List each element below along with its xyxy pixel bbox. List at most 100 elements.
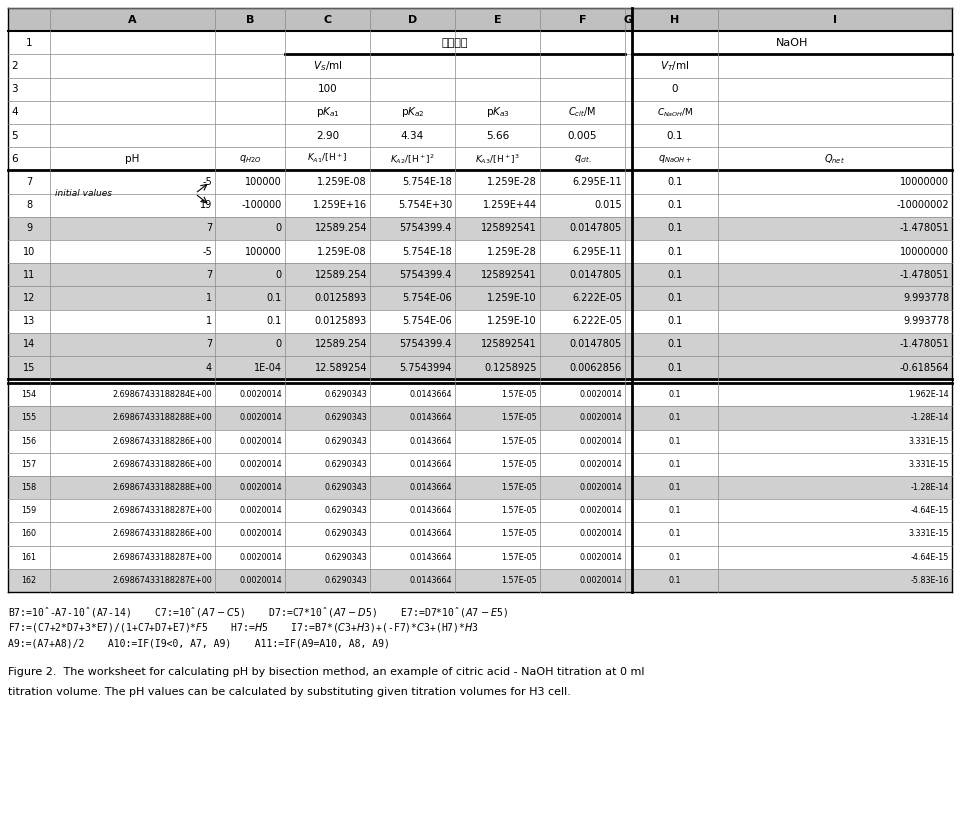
- Text: A9:=(A7+A8)/2    A10:=IF(I9<0, A7, A9)    A11:=IF(A9=A10, A8, A9): A9:=(A7+A8)/2 A10:=IF(I9<0, A7, A9) A11:…: [8, 639, 390, 649]
- Text: 19: 19: [200, 200, 212, 210]
- Bar: [8, 522, 952, 545]
- Text: 158: 158: [21, 483, 36, 492]
- Bar: [8, 545, 952, 569]
- Text: 125892541: 125892541: [481, 223, 537, 233]
- Text: 0.1: 0.1: [667, 293, 683, 303]
- Text: E: E: [493, 15, 501, 25]
- Text: $q_{cit.}$: $q_{cit.}$: [573, 153, 591, 165]
- Text: 1.259E+16: 1.259E+16: [313, 200, 367, 210]
- Bar: [8, 240, 952, 263]
- Text: 0.0020014: 0.0020014: [580, 413, 622, 422]
- Text: 2.69867433188287E+00: 2.69867433188287E+00: [112, 506, 212, 515]
- Text: 0.0020014: 0.0020014: [239, 553, 282, 562]
- Text: 15: 15: [23, 363, 36, 373]
- Text: 0.6290343: 0.6290343: [324, 506, 367, 515]
- Text: A: A: [129, 15, 137, 25]
- Text: 0.1: 0.1: [669, 483, 682, 492]
- Text: 1.57E-05: 1.57E-05: [501, 390, 537, 399]
- Text: 0.1: 0.1: [669, 437, 682, 446]
- Text: 1.57E-05: 1.57E-05: [501, 460, 537, 469]
- Text: 0.6290343: 0.6290343: [324, 390, 367, 399]
- Text: 162: 162: [21, 576, 36, 585]
- Text: 155: 155: [21, 413, 36, 422]
- Text: 1.57E-05: 1.57E-05: [501, 530, 537, 539]
- Text: 0.1: 0.1: [669, 576, 682, 585]
- Bar: [8, 124, 952, 147]
- Text: 100000: 100000: [245, 177, 282, 187]
- Text: 0.1: 0.1: [669, 390, 682, 399]
- Text: 0.0143664: 0.0143664: [410, 390, 452, 399]
- Text: 1.57E-05: 1.57E-05: [501, 483, 537, 492]
- Text: 0.0020014: 0.0020014: [239, 460, 282, 469]
- Text: クエン酸: クエン酸: [442, 38, 468, 48]
- Text: 0.1: 0.1: [669, 413, 682, 422]
- Text: F: F: [579, 15, 587, 25]
- Text: 0.0143664: 0.0143664: [410, 530, 452, 539]
- Text: 0.0020014: 0.0020014: [580, 437, 622, 446]
- Text: 0.0143664: 0.0143664: [410, 460, 452, 469]
- Text: 2.69867433188286E+00: 2.69867433188286E+00: [112, 460, 212, 469]
- Text: 10000000: 10000000: [900, 177, 949, 187]
- Text: 0: 0: [276, 223, 282, 233]
- Text: 0.1258925: 0.1258925: [485, 363, 537, 373]
- Text: 2.69867433188287E+00: 2.69867433188287E+00: [112, 553, 212, 562]
- Text: 0.0020014: 0.0020014: [580, 483, 622, 492]
- Bar: [8, 453, 952, 476]
- Text: 0.0020014: 0.0020014: [580, 553, 622, 562]
- Text: 0.0020014: 0.0020014: [239, 576, 282, 585]
- Text: 1.57E-05: 1.57E-05: [501, 553, 537, 562]
- Bar: [8, 379, 952, 383]
- Bar: [8, 499, 952, 522]
- Text: 1.57E-05: 1.57E-05: [501, 576, 537, 585]
- Text: -1.478051: -1.478051: [900, 339, 949, 349]
- Text: 7: 7: [26, 177, 32, 187]
- Text: -0.618564: -0.618564: [900, 363, 949, 373]
- Text: p$K_{a2}$: p$K_{a2}$: [400, 105, 424, 120]
- Text: 2.69867433188286E+00: 2.69867433188286E+00: [112, 530, 212, 539]
- Bar: [8, 147, 952, 170]
- Text: 12589.254: 12589.254: [315, 339, 367, 349]
- Text: 154: 154: [21, 390, 36, 399]
- Text: 1.259E-10: 1.259E-10: [488, 316, 537, 326]
- Text: 12.589254: 12.589254: [315, 363, 367, 373]
- Text: 5.754E-18: 5.754E-18: [402, 247, 452, 256]
- Text: 11: 11: [23, 270, 36, 280]
- Text: 2: 2: [11, 61, 17, 71]
- Bar: [8, 100, 952, 124]
- Text: 0.0020014: 0.0020014: [239, 437, 282, 446]
- Text: 5.754E-06: 5.754E-06: [402, 316, 452, 326]
- Text: 0.1: 0.1: [667, 339, 683, 349]
- Text: 100000: 100000: [245, 247, 282, 256]
- Text: 5754399.4: 5754399.4: [399, 270, 452, 280]
- Text: 12: 12: [23, 293, 36, 303]
- Text: -1.28E-14: -1.28E-14: [911, 483, 949, 492]
- Text: 0.0143664: 0.0143664: [410, 506, 452, 515]
- Text: 1.259E-08: 1.259E-08: [318, 247, 367, 256]
- Text: H: H: [670, 15, 680, 25]
- Text: 0.0020014: 0.0020014: [580, 390, 622, 399]
- Text: -5.83E-16: -5.83E-16: [911, 576, 949, 585]
- Text: 5754399.4: 5754399.4: [399, 339, 452, 349]
- Text: 0.0143664: 0.0143664: [410, 483, 452, 492]
- Text: 10: 10: [23, 247, 36, 256]
- Text: 1: 1: [205, 293, 212, 303]
- Text: 0.1: 0.1: [267, 316, 282, 326]
- Text: -5: -5: [203, 247, 212, 256]
- Text: 1.259E-10: 1.259E-10: [488, 293, 537, 303]
- Text: -1.478051: -1.478051: [900, 223, 949, 233]
- Text: -1.28E-14: -1.28E-14: [911, 413, 949, 422]
- Text: 0.0020014: 0.0020014: [239, 530, 282, 539]
- Bar: [8, 569, 952, 592]
- Bar: [8, 8, 952, 32]
- Text: 0.1: 0.1: [667, 270, 683, 280]
- Text: 9.993778: 9.993778: [902, 316, 949, 326]
- Text: I: I: [833, 15, 837, 25]
- Text: 5.7543994: 5.7543994: [399, 363, 452, 373]
- Text: 6.222E-05: 6.222E-05: [572, 293, 622, 303]
- Text: 159: 159: [21, 506, 36, 515]
- Text: 0.0143664: 0.0143664: [410, 576, 452, 585]
- Text: 0.6290343: 0.6290343: [324, 530, 367, 539]
- Text: 0.1: 0.1: [669, 506, 682, 515]
- Text: 0.6290343: 0.6290343: [324, 413, 367, 422]
- Text: 1.259E-28: 1.259E-28: [488, 177, 537, 187]
